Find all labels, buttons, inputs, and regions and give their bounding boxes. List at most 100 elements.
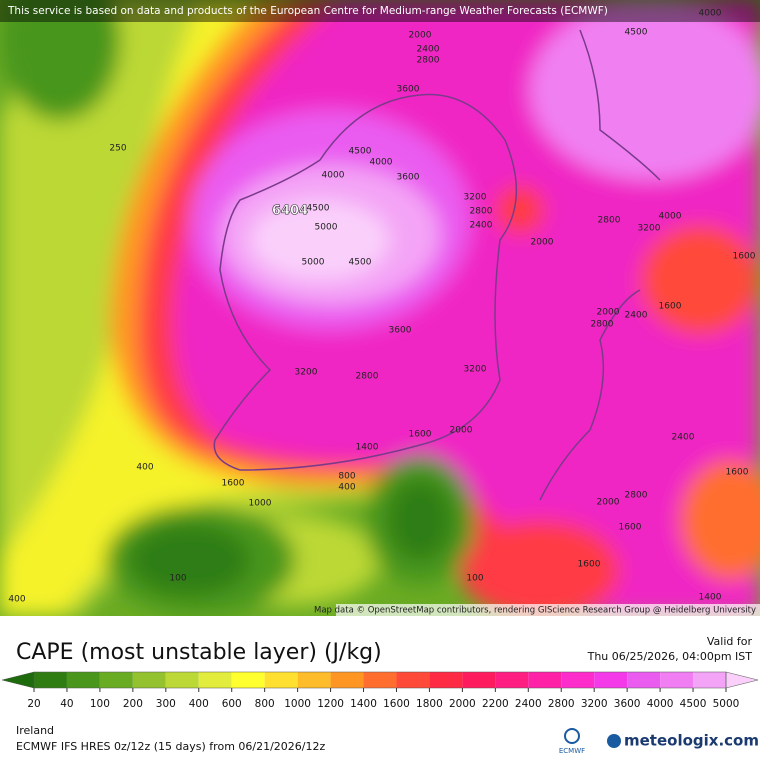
max-value-label: 6404 bbox=[272, 204, 308, 219]
contour-label: 4000 bbox=[659, 212, 682, 222]
colorbar-segment bbox=[495, 672, 529, 688]
valid-label: Valid for bbox=[707, 635, 753, 648]
colorbar-segment bbox=[693, 672, 726, 688]
contour-label: 2000 bbox=[450, 426, 473, 436]
colorbar-tick-label: 1000 bbox=[284, 698, 311, 710]
contour-label: 1000 bbox=[249, 499, 272, 509]
colorbar-tick-label: 1400 bbox=[350, 698, 377, 710]
colorbar-arrow bbox=[725, 671, 759, 689]
colorbar-segment bbox=[429, 672, 463, 688]
contour-label: 4500 bbox=[349, 147, 372, 157]
colorbar-tick-label: 2800 bbox=[548, 698, 575, 710]
contour-label: 2400 bbox=[672, 433, 695, 443]
contour-label: 2400 bbox=[417, 45, 440, 55]
contour-label: 2800 bbox=[417, 56, 440, 66]
contour-label: 1600 bbox=[733, 252, 756, 262]
colorbar-tick-label: 2200 bbox=[482, 698, 509, 710]
colorbar-segment bbox=[561, 672, 595, 688]
contour-label: 400 bbox=[8, 595, 25, 605]
region-label: Ireland bbox=[16, 724, 54, 737]
colorbar-segment bbox=[396, 672, 430, 688]
contour-label: 250 bbox=[109, 144, 126, 154]
contour-label: 2800 bbox=[625, 491, 648, 501]
colorbar-tick-label: 800 bbox=[255, 698, 275, 710]
colorbar-segment bbox=[594, 672, 628, 688]
contour-label: 400 bbox=[338, 483, 355, 493]
colorbar-segment bbox=[264, 672, 298, 688]
colorbar-segment bbox=[660, 672, 694, 688]
colorbar-segment bbox=[132, 672, 166, 688]
contour-label: 1600 bbox=[619, 523, 642, 533]
colorbar-tick-label: 2400 bbox=[515, 698, 542, 710]
contour-label: 4500 bbox=[349, 258, 372, 268]
colorbar-tick-label: 20 bbox=[27, 698, 40, 710]
colorbar-tick-label: 2000 bbox=[449, 698, 476, 710]
colorbar-segment bbox=[99, 672, 133, 688]
contour-label: 3200 bbox=[638, 224, 661, 234]
colorbar: 20 40 100 200 300 400 600 800 1000 1200 1400 1600 18… bbox=[1, 671, 759, 710]
contour-label: 1400 bbox=[699, 593, 722, 603]
contour-label: 3200 bbox=[464, 365, 487, 375]
colorbar-tick-label: 200 bbox=[123, 698, 143, 710]
coastline bbox=[213, 93, 518, 471]
contour-label: 400 bbox=[136, 463, 153, 473]
colorbar-tick-label: 1800 bbox=[416, 698, 443, 710]
colorbar-segment bbox=[66, 672, 100, 688]
colorbar-tick-label: 600 bbox=[222, 698, 242, 710]
contour-label: 3600 bbox=[389, 326, 412, 336]
brand-name[interactable]: meteologix.com bbox=[624, 732, 759, 750]
contour-label: 1400 bbox=[356, 443, 379, 453]
legend-title: CAPE (most unstable layer) (J/kg) bbox=[16, 640, 382, 665]
colorbar-segment bbox=[198, 672, 232, 688]
map-attribution: Map data © OpenStreetMap contributors, r… bbox=[314, 606, 756, 616]
colorbar-tick-label: 3600 bbox=[614, 698, 641, 710]
contour-label: 4500 bbox=[625, 28, 648, 38]
contour-label: 1600 bbox=[222, 479, 245, 489]
colorbar-tick-label: 5000 bbox=[713, 698, 740, 710]
contour-label: 2000 bbox=[597, 498, 620, 508]
contour-label: 2000 bbox=[531, 238, 554, 248]
model-label: ECMWF IFS HRES 0z/12z (15 days) from 06/… bbox=[16, 740, 326, 753]
contour-label: 3200 bbox=[295, 368, 318, 378]
contour-label: 2800 bbox=[356, 372, 379, 382]
contour-label: 2400 bbox=[625, 311, 648, 321]
colorbar-segment bbox=[363, 672, 397, 688]
contour-label: 100 bbox=[466, 574, 483, 584]
contour-label: 4500 bbox=[307, 204, 330, 214]
colorbar-segment bbox=[528, 672, 562, 688]
colorbar-segment bbox=[462, 672, 496, 688]
map-field: This service is based on data and produc… bbox=[0, 0, 760, 616]
contour-label: 2800 bbox=[470, 207, 493, 217]
colorbar-tick-label: 4000 bbox=[647, 698, 674, 710]
colorbar-tick-label: 3200 bbox=[581, 698, 608, 710]
colorbar-tick-label: 100 bbox=[90, 698, 110, 710]
contour-label: 1600 bbox=[578, 560, 601, 570]
colorbar-tick-label: 40 bbox=[60, 698, 73, 710]
contour-label: 2800 bbox=[598, 216, 621, 226]
colorbar-segment bbox=[34, 672, 67, 688]
contour-label: 2000 bbox=[597, 308, 620, 318]
contour-label: 2000 bbox=[409, 31, 432, 41]
colorbar-arrow bbox=[1, 671, 35, 689]
colorbar-segment bbox=[165, 672, 199, 688]
contour-label: 800 bbox=[338, 472, 355, 482]
colorbar-segment bbox=[330, 672, 364, 688]
contour-label: 4000 bbox=[699, 9, 722, 19]
colorbar-tick-label: 4500 bbox=[680, 698, 707, 710]
contour-label: 4000 bbox=[370, 158, 393, 168]
ecmwf-icon bbox=[564, 728, 580, 744]
ecmwf-notice: This service is based on data and produc… bbox=[7, 5, 608, 17]
colorbar-segment bbox=[231, 672, 265, 688]
contour-label: 100 bbox=[169, 574, 186, 584]
valid-time: Thu 06/25/2026, 04:00pm IST bbox=[587, 650, 753, 663]
contour-label: 4000 bbox=[322, 171, 345, 181]
contour-label: 2400 bbox=[470, 221, 493, 231]
contour-label: 5000 bbox=[302, 258, 325, 268]
contour-label: 3200 bbox=[464, 193, 487, 203]
contour-label: 3600 bbox=[397, 85, 420, 95]
contour-label: 1600 bbox=[726, 468, 749, 478]
colorbar-tick-label: 1600 bbox=[383, 698, 410, 710]
